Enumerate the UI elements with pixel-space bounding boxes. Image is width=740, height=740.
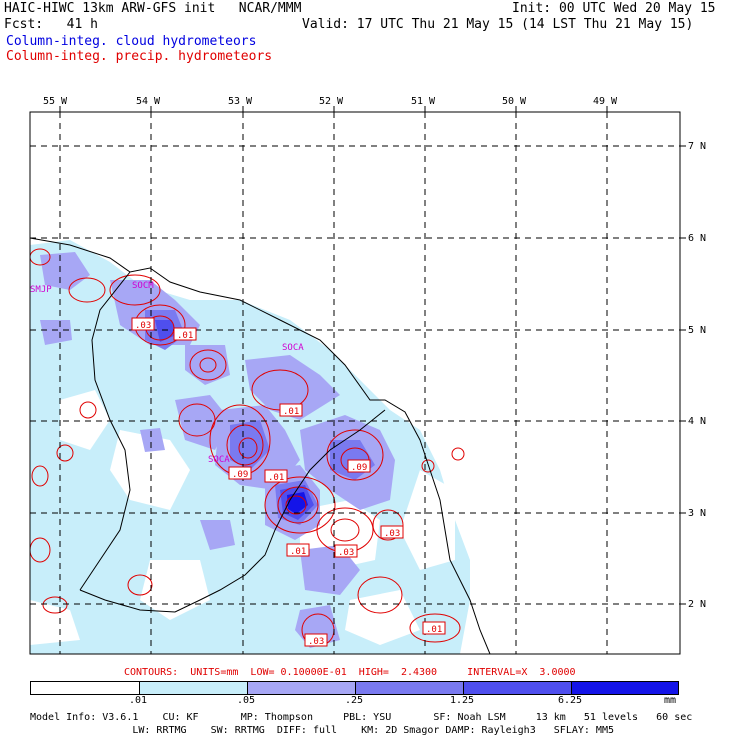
lon-label: 52 W bbox=[319, 96, 344, 107]
valid-time: Valid: 17 UTC Thu 21 May 15 (14 LST Thu … bbox=[302, 17, 694, 32]
map-frame bbox=[29, 111, 681, 655]
lat-label: 4 N bbox=[688, 416, 706, 427]
colorbar-label: .01 bbox=[128, 695, 148, 706]
contour-label: .03 bbox=[384, 529, 400, 539]
contour-label: .01 bbox=[283, 407, 299, 417]
contour-label: .01 bbox=[426, 625, 442, 635]
contour-label: .01 bbox=[268, 473, 284, 483]
station-label: SOCM bbox=[132, 281, 154, 291]
contour-label: .03 bbox=[338, 548, 354, 558]
forecast-hour: Fcst: 41 h bbox=[4, 17, 98, 32]
colorbar-swatch bbox=[247, 682, 355, 694]
lon-label: 55 W bbox=[43, 96, 68, 107]
colorbar-label: 6.25 bbox=[557, 695, 583, 706]
contour-label: .01 bbox=[177, 331, 193, 341]
lat-label: 6 N bbox=[688, 233, 706, 244]
shaded-field bbox=[30, 240, 470, 654]
lat-label: 5 N bbox=[688, 325, 706, 336]
colorbar-label: 1.25 bbox=[449, 695, 475, 706]
model-info-line1: Model Info: V3.6.1 CU: KF MP: Thompson P… bbox=[30, 712, 693, 723]
precip-contours bbox=[30, 248, 465, 647]
lat-label: 3 N bbox=[688, 508, 706, 519]
coastlines bbox=[30, 237, 491, 654]
colorbar-swatch bbox=[31, 682, 139, 694]
contour-info: CONTOURS: UNITS=mm LOW= 0.10000E-01 HIGH… bbox=[124, 667, 576, 678]
station-label: SOCA bbox=[282, 343, 304, 353]
contour-label: .09 bbox=[351, 463, 367, 473]
lat-label: 7 N bbox=[688, 141, 706, 152]
colorbar-swatch bbox=[355, 682, 463, 694]
contour-label: .01 bbox=[290, 547, 306, 557]
lat-label: 2 N bbox=[688, 599, 706, 610]
station-label: SMJP bbox=[30, 285, 52, 295]
axis-ticks bbox=[59, 106, 686, 605]
lon-label: 49 W bbox=[593, 96, 618, 107]
field-precip-label: Column-integ. precip. hydrometeors bbox=[6, 49, 273, 64]
lon-label: 54 W bbox=[136, 96, 161, 107]
title-line1: HAIC-HIWC 13km ARW-GFS init NCAR/MMM bbox=[4, 1, 302, 16]
field-cloud-label: Column-integ. cloud hydrometeors bbox=[6, 34, 257, 49]
lon-label: 53 W bbox=[228, 96, 253, 107]
model-info-line2: LW: RRTMG SW: RRTMG DIFF: full KM: 2D Sm… bbox=[30, 725, 614, 736]
latlon-grid bbox=[30, 112, 680, 654]
colorbar-swatch bbox=[571, 682, 678, 694]
colorbar bbox=[30, 681, 679, 695]
init-time: Init: 00 UTC Wed 20 May 15 bbox=[512, 1, 716, 16]
colorbar-swatch bbox=[463, 682, 571, 694]
colorbar-label: .05 bbox=[236, 695, 256, 706]
contour-label: .03 bbox=[308, 637, 324, 647]
colorbar-swatch bbox=[139, 682, 247, 694]
lon-label: 50 W bbox=[502, 96, 527, 107]
colorbar-units: mm bbox=[663, 695, 677, 706]
colorbar-label: .25 bbox=[344, 695, 364, 706]
lon-label: 51 W bbox=[411, 96, 436, 107]
station-label: SOCA bbox=[208, 455, 230, 465]
contour-label: .03 bbox=[135, 321, 151, 331]
contour-label: .09 bbox=[232, 470, 248, 480]
